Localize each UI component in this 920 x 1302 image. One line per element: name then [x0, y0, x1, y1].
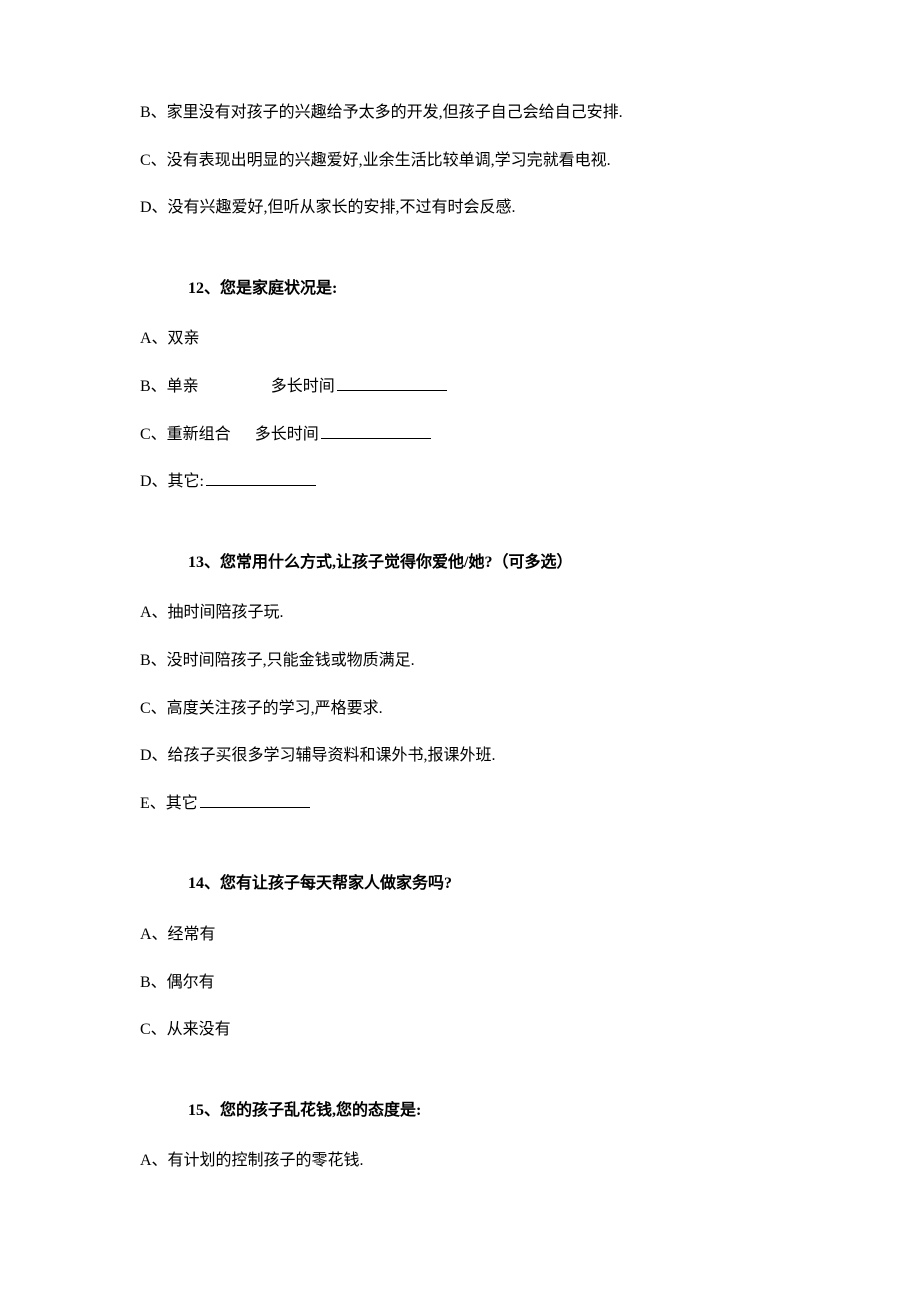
q12-title: 12、您是家庭状况是:: [188, 276, 780, 302]
q13-option-c: C、高度关注孩子的学习,严格要求.: [140, 696, 780, 722]
q14-option-c: C、从来没有: [140, 1017, 780, 1043]
blank-input[interactable]: [321, 425, 431, 439]
q13-option-b: B、没时间陪孩子,只能金钱或物质满足.: [140, 648, 780, 674]
q15-title: 15、您的孩子乱花钱,您的态度是:: [188, 1098, 780, 1124]
q12-option-d: D、其它:: [140, 469, 780, 495]
q12-option-b-prefix: B、单亲: [140, 378, 199, 395]
q12-option-b-label: 多长时间: [271, 378, 335, 395]
q13-option-e-prefix: E、其它: [140, 795, 198, 812]
q14-title: 14、您有让孩子每天帮家人做家务吗?: [188, 871, 780, 897]
blank-input[interactable]: [200, 794, 310, 808]
q13-option-a: A、抽时间陪孩子玩.: [140, 600, 780, 626]
q14-option-a: A、经常有: [140, 922, 780, 948]
q13-option-d: D、给孩子买很多学习辅导资料和课外书,报课外班.: [140, 743, 780, 769]
q12-option-b: B、单亲 多长时间: [140, 374, 780, 400]
q13-title: 13、您常用什么方式,让孩子觉得你爱他/她?（可多选）: [188, 550, 780, 576]
q13-option-e: E、其它: [140, 791, 780, 817]
q12-option-c-prefix: C、重新组合: [140, 426, 231, 443]
blank-input[interactable]: [206, 472, 316, 486]
blank-input[interactable]: [337, 377, 447, 391]
q12-option-d-prefix: D、其它:: [140, 473, 204, 490]
q12-option-c-label: 多长时间: [255, 426, 319, 443]
q11-option-d: D、没有兴趣爱好,但听从家长的安排,不过有时会反感.: [140, 195, 780, 221]
q12-option-c: C、重新组合 多长时间: [140, 422, 780, 448]
q14-option-b: B、偶尔有: [140, 970, 780, 996]
q11-option-c: C、没有表现出明显的兴趣爱好,业余生活比较单调,学习完就看电视.: [140, 148, 780, 174]
q11-option-b: B、家里没有对孩子的兴趣给予太多的开发,但孩子自己会给自己安排.: [140, 100, 780, 126]
q12-option-a: A、双亲: [140, 326, 780, 352]
q15-option-a: A、有计划的控制孩子的零花钱.: [140, 1148, 780, 1174]
